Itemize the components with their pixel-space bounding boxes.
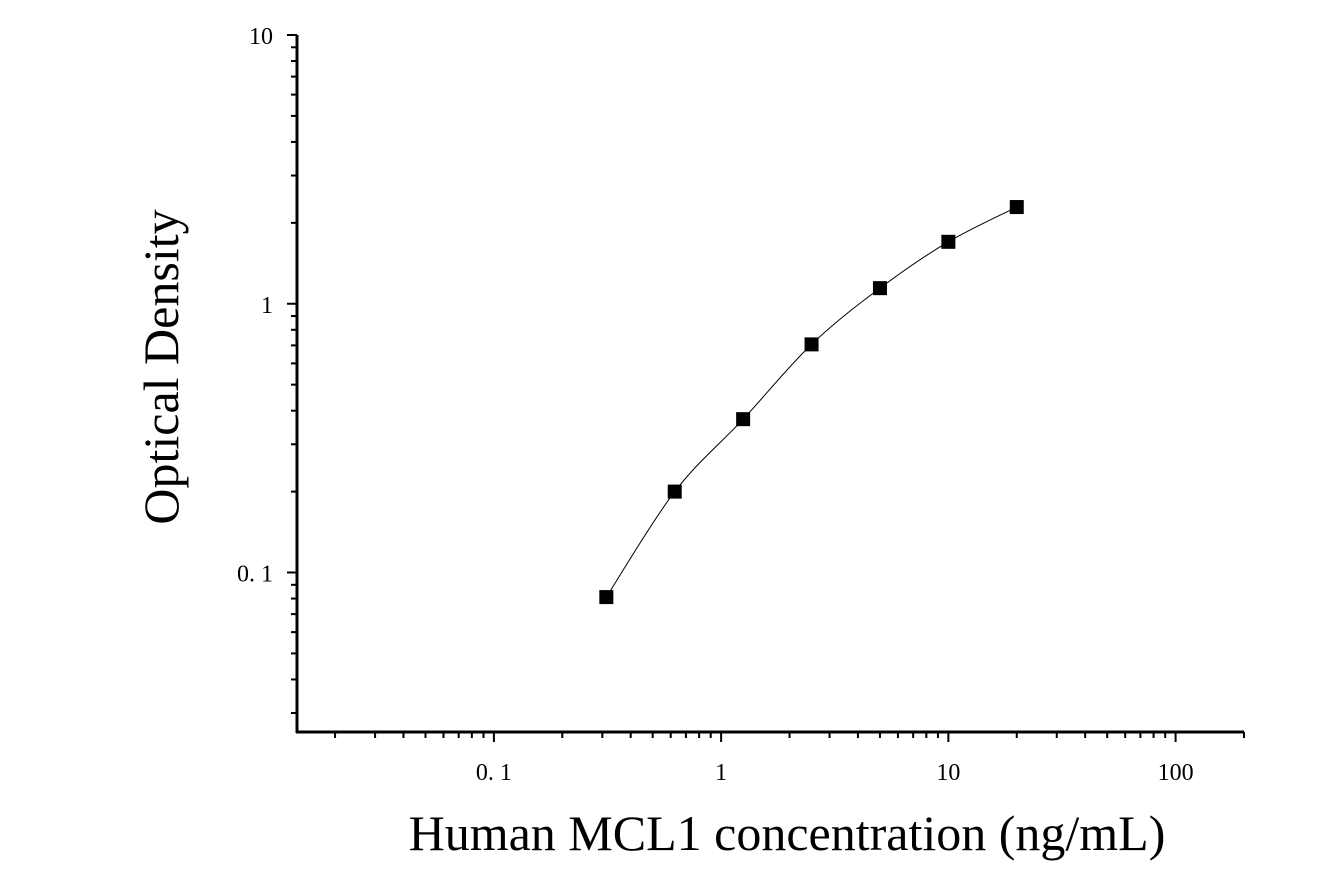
data-point: [667, 484, 682, 499]
y-tick-label: 1: [261, 293, 273, 319]
fit-curve: [605, 206, 1017, 598]
data-points-layer: [599, 200, 1024, 605]
fit-curve-layer: [605, 206, 1017, 598]
data-point: [599, 590, 614, 605]
data-point: [736, 412, 751, 427]
x-tick-label: 100: [1158, 760, 1194, 786]
data-point: [804, 337, 819, 352]
x-tick-label: 1: [715, 760, 727, 786]
x-tick-label: 10: [936, 760, 960, 786]
x-axis-title: Human MCL1 concentration (ng/mL): [409, 805, 1166, 861]
data-point: [1009, 200, 1024, 215]
y-tick-label: 10: [249, 24, 273, 50]
data-point: [872, 281, 887, 296]
y-tick-label: 0. 1: [237, 562, 273, 588]
y-axis-title: Optical Density: [133, 209, 189, 524]
x-tick-label: 0. 1: [476, 760, 512, 786]
axes: 0. 1 1 10 100 0. 1 1 10: [237, 24, 1245, 786]
data-point: [941, 234, 956, 249]
